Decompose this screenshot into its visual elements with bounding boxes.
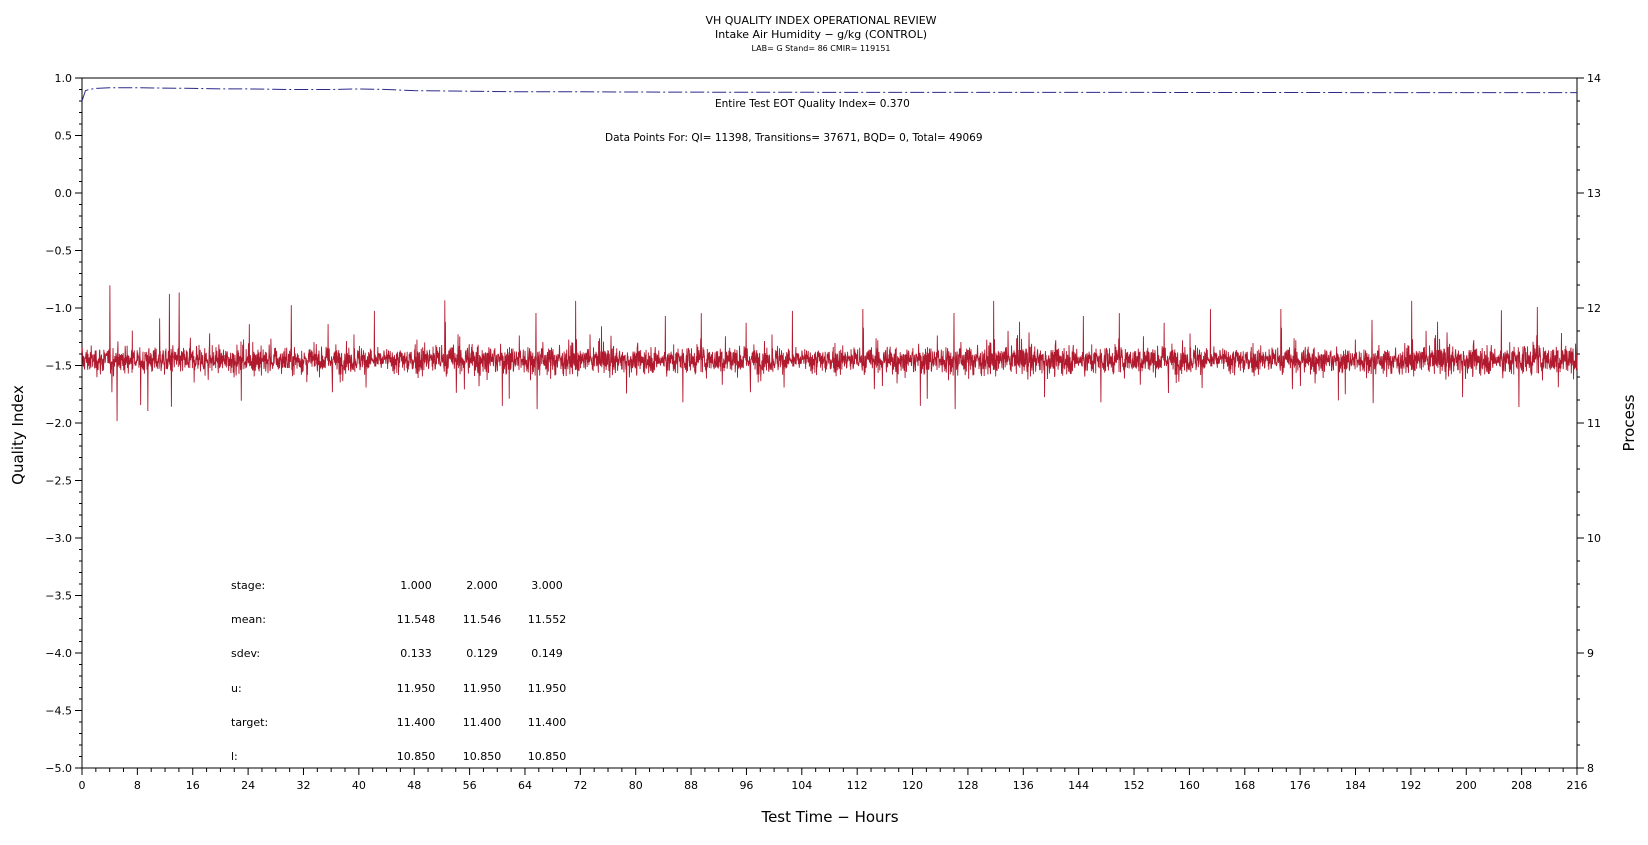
x-tick-label: 0 xyxy=(79,779,86,792)
stats-cell: 11.548 xyxy=(397,613,436,626)
y-tick-label: 0.0 xyxy=(55,187,73,200)
stats-row-label: mean: xyxy=(231,613,266,626)
x-tick-label: 72 xyxy=(573,779,587,792)
y-tick-label: −1.5 xyxy=(45,360,72,373)
x-tick-label: 112 xyxy=(847,779,868,792)
x-tick-label: 64 xyxy=(518,779,532,792)
stats-cell: 0.133 xyxy=(400,647,432,660)
y-tick-label: −1.0 xyxy=(45,302,72,315)
x-tick-label: 136 xyxy=(1013,779,1034,792)
stats-cell: 10.850 xyxy=(397,750,436,763)
x-tick-label: 40 xyxy=(352,779,366,792)
y2-tick-label: 14 xyxy=(1587,72,1601,85)
y2-tick-label: 9 xyxy=(1587,647,1594,660)
stats-cell: 10.850 xyxy=(528,750,567,763)
x-tick-label: 168 xyxy=(1234,779,1255,792)
x-tick-label: 144 xyxy=(1068,779,1089,792)
stats-row-label: stage: xyxy=(231,579,265,592)
y2-tick-label: 11 xyxy=(1587,417,1601,430)
chart-title: VH QUALITY INDEX OPERATIONAL REVIEW xyxy=(705,14,936,27)
process-series-line xyxy=(81,285,1578,422)
y-tick-label: −3.0 xyxy=(45,532,72,545)
y-tick-label: −5.0 xyxy=(45,762,72,775)
qi-annotation: Entire Test EOT Quality Index= 0.370 xyxy=(715,98,910,110)
y2-tick-label: 10 xyxy=(1587,532,1601,545)
stats-row-label: l: xyxy=(231,750,238,763)
stats-cell: 0.129 xyxy=(466,647,498,660)
x-tick-label: 176 xyxy=(1290,779,1311,792)
stats-cell: 0.149 xyxy=(531,647,563,660)
x-tick-label: 80 xyxy=(629,779,643,792)
stats-cell: 11.552 xyxy=(528,613,567,626)
stats-cell: 11.400 xyxy=(397,716,436,729)
y2-tick-label: 8 xyxy=(1587,762,1594,775)
y2-tick-label: 12 xyxy=(1587,302,1601,315)
y-axis-label: Quality Index xyxy=(9,385,27,485)
x-tick-label: 208 xyxy=(1511,779,1532,792)
y-tick-label: −4.5 xyxy=(45,705,72,718)
y-tick-label: −0.5 xyxy=(45,245,72,258)
stats-table: stage: 1.000 2.000 3.000 mean: 11.548 11.546 11… xyxy=(231,579,566,763)
axis-ticks-group: 0 8 16 24 32 40 48 56 64 72 80 88 96 104 112 120 128 136 1… xyxy=(45,72,1601,792)
x-tick-label: 152 xyxy=(1124,779,1145,792)
x-tick-label: 104 xyxy=(791,779,812,792)
x-tick-label: 48 xyxy=(407,779,421,792)
stats-cell: 11.950 xyxy=(397,682,436,695)
stats-cell: 11.950 xyxy=(463,682,502,695)
chart-subtitle: Intake Air Humidity − g/kg (CONTROL) xyxy=(715,28,927,41)
y-tick-label: −2.5 xyxy=(45,475,72,488)
quality-index-series-line xyxy=(81,87,1577,102)
stats-cell: 1.000 xyxy=(400,579,432,592)
plot-frame xyxy=(81,77,1578,769)
x-tick-label: 120 xyxy=(902,779,923,792)
y-tick-label: 0.5 xyxy=(55,130,73,143)
y-tick-label: −2.0 xyxy=(45,417,72,430)
series-layer xyxy=(81,87,1578,422)
x-tick-label: 200 xyxy=(1456,779,1477,792)
y-tick-label: −4.0 xyxy=(45,647,72,660)
stats-cell: 11.950 xyxy=(528,682,567,695)
stats-cell: 3.000 xyxy=(531,579,563,592)
chart-subtitle-lab: LAB= G Stand= 86 CMIR= 119151 xyxy=(751,44,890,53)
y2-tick-label: 13 xyxy=(1587,187,1601,200)
y-tick-label: 1.0 xyxy=(55,72,73,85)
x-tick-label: 24 xyxy=(241,779,255,792)
stats-cell: 11.400 xyxy=(528,716,567,729)
x-tick-label: 216 xyxy=(1567,779,1588,792)
x-tick-label: 32 xyxy=(296,779,310,792)
x-tick-label: 56 xyxy=(463,779,477,792)
x-tick-label: 192 xyxy=(1400,779,1421,792)
stats-cell: 11.546 xyxy=(463,613,502,626)
stats-cell: 11.400 xyxy=(463,716,502,729)
points-annotation: Data Points For: QI= 11398, Transitions=… xyxy=(605,132,983,144)
stats-row-label: sdev: xyxy=(231,647,260,660)
stats-cell: 10.850 xyxy=(463,750,502,763)
stats-cell: 2.000 xyxy=(466,579,498,592)
stats-row-label: target: xyxy=(231,716,268,729)
x-tick-label: 184 xyxy=(1345,779,1366,792)
y2-axis-label: Process xyxy=(1620,394,1638,451)
x-tick-label: 88 xyxy=(684,779,698,792)
x-tick-label: 128 xyxy=(957,779,978,792)
x-tick-label: 16 xyxy=(186,779,200,792)
stats-row-label: u: xyxy=(231,682,242,695)
y-tick-label: −3.5 xyxy=(45,590,72,603)
x-axis-label: Test Time − Hours xyxy=(760,808,898,826)
x-tick-label: 160 xyxy=(1179,779,1200,792)
x-tick-label: 8 xyxy=(134,779,141,792)
x-tick-label: 96 xyxy=(739,779,753,792)
